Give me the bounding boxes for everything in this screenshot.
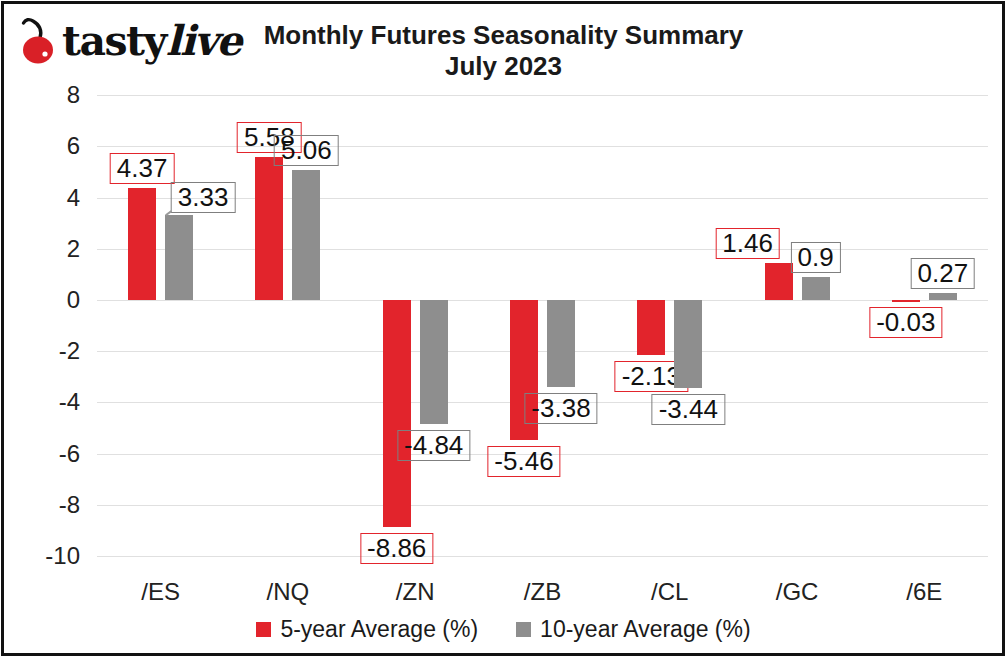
legend-item-5yr: 5-year Average (%) [256,616,478,643]
value-label-10yr-ZB: -3.38 [524,393,597,424]
gridline-8 [97,95,988,96]
value-label-5yr-ZB: -5.46 [487,446,560,477]
legend-label: 5-year Average (%) [280,616,478,643]
y-axis-tick--10: -10 [0,541,80,571]
bar-10yr-NQ [292,170,320,300]
bar-5yr-ES [128,188,156,300]
chart-area: 86420-2-4-6-8-104.373.33/ES5.585.06/NQ-8… [0,0,1007,661]
bar-5yr-NQ [255,157,283,300]
bar-5yr-6E [892,300,920,302]
gridline-0 [97,300,988,301]
y-axis-tick--6: -6 [0,439,80,469]
bar-10yr-ZB [547,300,575,387]
value-label-10yr-ZN: -4.84 [397,430,470,461]
value-label-10yr-NQ: 5.06 [274,135,339,166]
y-axis-tick-6: 6 [0,131,80,161]
x-axis-label-6E: /6E [859,578,989,606]
value-label-10yr-GC: 0.9 [790,242,840,273]
x-axis-label-ES: /ES [96,578,226,606]
bar-5yr-GC [765,263,793,300]
legend-marker-icon [516,622,531,637]
bar-10yr-6E [929,293,957,300]
x-axis-label-ZN: /ZN [350,578,480,606]
chart-legend: 5-year Average (%) 10-year Average (%) [0,616,1007,643]
value-label-10yr-ES: 3.33 [171,182,236,213]
value-label-10yr-CL: -3.44 [652,394,725,425]
bar-10yr-ES [165,215,193,300]
value-label-10yr-6E: 0.27 [911,258,976,289]
gridline-2 [97,249,988,250]
y-axis-tick-2: 2 [0,234,80,264]
y-axis-tick--2: -2 [0,336,80,366]
x-axis-label-CL: /CL [605,578,735,606]
gridline-6 [97,146,988,147]
gridline--10 [97,556,988,557]
x-axis-label-ZB: /ZB [478,578,608,606]
y-axis-tick-4: 4 [0,183,80,213]
value-label-5yr-ES: 4.37 [110,153,175,184]
value-label-5yr-ZN: -8.86 [360,533,433,564]
y-axis-tick--4: -4 [0,387,80,417]
bar-10yr-CL [674,300,702,388]
y-axis-tick--8: -8 [0,490,80,520]
y-axis-tick-0: 0 [0,285,80,315]
bar-5yr-CL [637,300,665,355]
legend-item-10yr: 10-year Average (%) [516,616,751,643]
bar-10yr-GC [802,277,830,300]
legend-marker-icon [256,622,271,637]
value-label-5yr-6E: -0.03 [869,307,942,338]
legend-label: 10-year Average (%) [540,616,751,643]
x-axis-label-NQ: /NQ [223,578,353,606]
y-axis-tick-8: 8 [0,80,80,110]
value-label-5yr-GC: 1.46 [715,228,780,259]
x-axis-label-GC: /GC [732,578,862,606]
bar-5yr-ZN [383,300,411,527]
gridline--8 [97,505,988,506]
gridline--2 [97,351,988,352]
chart-canvas: tastylive Monthly Futures Seasonality Su… [0,0,1007,661]
bar-10yr-ZN [420,300,448,424]
